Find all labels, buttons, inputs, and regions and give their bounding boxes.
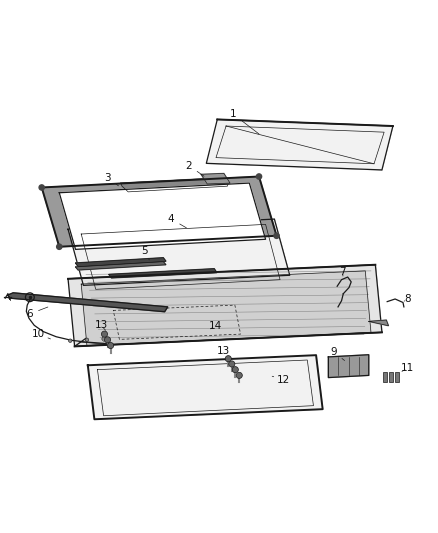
Text: 12: 12 [272,375,289,385]
Bar [388,372,392,382]
Polygon shape [265,219,289,280]
Text: 7: 7 [338,267,345,277]
Circle shape [236,372,242,378]
Polygon shape [75,262,166,270]
Polygon shape [68,219,289,285]
Polygon shape [364,265,381,333]
Circle shape [68,339,72,342]
Circle shape [256,174,261,179]
Text: 3: 3 [104,173,118,186]
Text: 1: 1 [229,109,258,134]
Polygon shape [83,275,289,289]
Polygon shape [81,271,370,345]
Text: 9: 9 [329,347,344,360]
Polygon shape [109,269,216,278]
Text: 13: 13 [217,346,231,359]
Circle shape [101,331,107,337]
Polygon shape [373,126,392,170]
Polygon shape [307,355,322,409]
Bar [382,372,386,382]
Polygon shape [368,320,388,326]
Polygon shape [206,119,392,170]
Polygon shape [206,158,381,170]
Circle shape [57,244,62,249]
Polygon shape [42,176,276,247]
Circle shape [273,233,279,238]
Circle shape [39,185,44,190]
Bar [394,372,399,382]
Polygon shape [74,333,381,346]
Polygon shape [8,293,167,312]
Circle shape [104,337,110,343]
Circle shape [228,361,234,367]
Circle shape [107,342,113,349]
Polygon shape [120,178,228,192]
Text: 10: 10 [32,329,50,339]
Polygon shape [59,183,265,249]
Text: 11: 11 [400,364,413,373]
Polygon shape [201,173,230,184]
Text: 14: 14 [208,321,221,331]
Circle shape [225,356,231,362]
Circle shape [232,367,238,373]
Polygon shape [94,406,322,419]
Polygon shape [75,258,166,266]
Text: 8: 8 [403,294,410,304]
Text: 2: 2 [185,160,204,176]
Text: 4: 4 [167,214,186,228]
Text: 6: 6 [26,307,48,319]
Circle shape [85,338,88,342]
Polygon shape [68,265,381,346]
Polygon shape [328,355,368,377]
Circle shape [102,337,105,341]
Polygon shape [88,355,322,419]
Text: 5: 5 [141,246,149,260]
Text: 13: 13 [94,320,107,330]
